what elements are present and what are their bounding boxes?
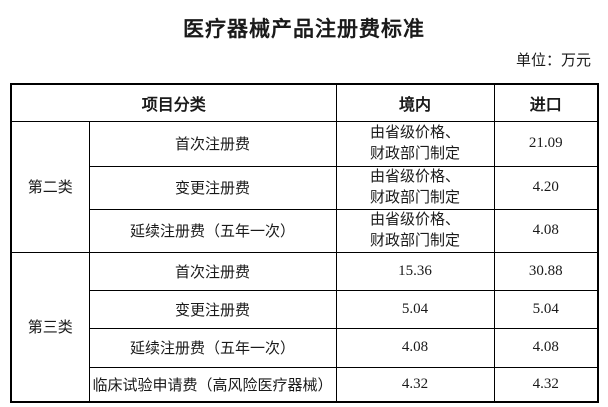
item-cell: 变更注册费 xyxy=(88,165,337,210)
import-value-cell: 5.04 xyxy=(493,289,599,329)
unit-note: 单位：万元 xyxy=(515,53,591,69)
domestic-value-text: 由省级价格、财政部门制定 xyxy=(370,124,461,162)
domestic-value-cell: 由省级价格、财政部门制定 xyxy=(335,208,495,253)
item-cell: 首次注册费 xyxy=(88,251,337,291)
page-title: 医疗器械产品注册费标准 xyxy=(183,17,425,41)
table-row: 延续注册费（五年一次） 由省级价格、财政部门制定 4.08 xyxy=(11,208,599,253)
domestic-value-cell: 4.08 xyxy=(335,327,495,368)
col-header-import: 进口 xyxy=(493,83,599,122)
item-cell: 延续注册费（五年一次） xyxy=(88,327,337,368)
import-value-cell: 30.88 xyxy=(493,251,599,291)
import-value-cell: 4.32 xyxy=(493,366,599,403)
item-cell: 首次注册费 xyxy=(88,120,337,167)
class-label-2: 第二类 xyxy=(10,120,90,253)
import-value-cell: 4.08 xyxy=(493,208,599,253)
fee-table: 项目分类 境内 进口 第二类 首次注册费 由省级价格、财政部门制定 21.09 … xyxy=(10,83,600,403)
table-row: 变更注册费 5.04 5.04 xyxy=(11,289,599,329)
table-row: 变更注册费 由省级价格、财政部门制定 4.20 xyxy=(11,165,599,210)
item-cell: 变更注册费 xyxy=(88,289,337,329)
col-header-category: 项目分类 xyxy=(10,83,337,122)
table-row: 延续注册费（五年一次） 4.08 4.08 xyxy=(11,327,599,368)
header-row: 项目分类 境内 进口 xyxy=(10,83,599,122)
domestic-value-cell: 5.04 xyxy=(335,289,495,329)
import-value-cell: 21.09 xyxy=(493,120,599,167)
class-label-3: 第三类 xyxy=(10,251,90,403)
col-header-domestic: 境内 xyxy=(335,83,495,122)
domestic-value-cell: 4.32 xyxy=(335,366,495,403)
domestic-value-text: 由省级价格、财政部门制定 xyxy=(370,168,461,206)
table-row: 第三类 首次注册费 15.36 30.88 xyxy=(10,251,599,403)
table-row: 第二类 首次注册费 由省级价格、财政部门制定 21.09 xyxy=(10,120,599,253)
item-cell: 延续注册费（五年一次） xyxy=(88,208,337,253)
domestic-value-cell: 由省级价格、财政部门制定 xyxy=(335,165,495,210)
import-value-cell: 4.08 xyxy=(493,327,599,368)
import-value-cell: 4.20 xyxy=(493,165,599,210)
domestic-value-cell: 15.36 xyxy=(335,251,495,291)
domestic-value-text: 由省级价格、财政部门制定 xyxy=(370,211,461,249)
table-row: 临床试验申请费（高风险医疗器械） 4.32 4.32 xyxy=(11,366,599,403)
item-cell: 临床试验申请费（高风险医疗器械） xyxy=(88,366,337,403)
domestic-value-cell: 由省级价格、财政部门制定 xyxy=(335,120,495,167)
